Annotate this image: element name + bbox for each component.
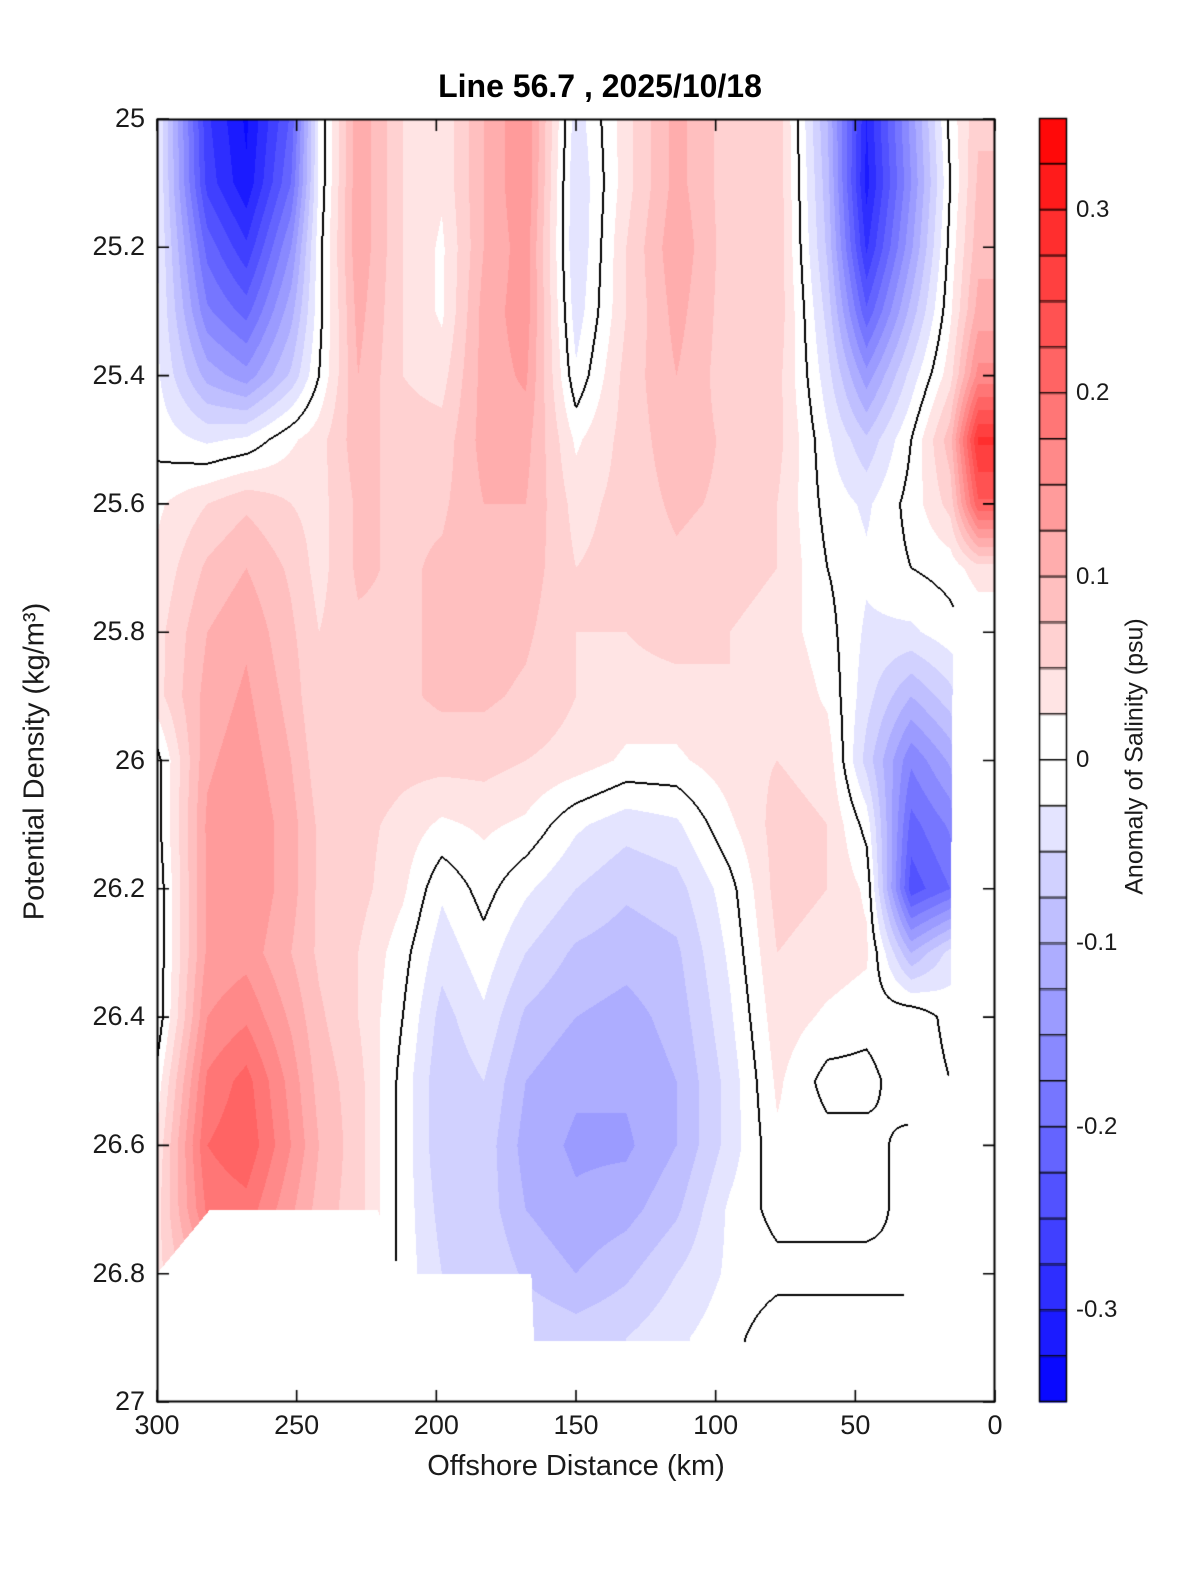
colorbar-tick-label: 0.3	[1076, 195, 1110, 223]
figure-title: Line 56.7 , 2025/10/18	[438, 68, 762, 104]
x-tick-label: 150	[553, 1410, 599, 1440]
x-tick-label: 250	[274, 1410, 320, 1440]
y-tick-label: 25.8	[92, 616, 145, 647]
y-tick-label: 25	[114, 103, 145, 133]
colorbar-tick-label: -0.3	[1076, 1296, 1118, 1324]
x-tick-label: 200	[413, 1410, 459, 1440]
y-tick-label: 26	[114, 744, 145, 775]
x-axis-label: Offshore Distance (km)	[427, 1450, 725, 1482]
colorbar-tick-label: 0.2	[1076, 379, 1110, 407]
y-tick-label: 26.2	[92, 872, 145, 903]
y-tick-label: 25.4	[92, 359, 145, 390]
x-tick-label: 300	[134, 1410, 180, 1440]
y-tick-label: 26.8	[92, 1257, 145, 1288]
colorbar-tick-label: 0	[1076, 746, 1090, 773]
x-tick-label: 0	[987, 1410, 1003, 1440]
colorbar-tick-label: 0.1	[1076, 562, 1110, 590]
y-tick-label: 27	[114, 1386, 145, 1416]
y-tick-label: 26.6	[92, 1129, 145, 1160]
y-tick-label: 26.4	[92, 1001, 145, 1032]
y-tick-label: 25.6	[92, 487, 145, 518]
colorbar-tick-label: -0.1	[1076, 929, 1118, 957]
y-tick-label: 25.2	[92, 231, 145, 262]
x-tick-label: 50	[840, 1410, 871, 1440]
colorbar-tick-label: -0.2	[1076, 1112, 1118, 1140]
x-tick-label: 100	[693, 1410, 739, 1440]
